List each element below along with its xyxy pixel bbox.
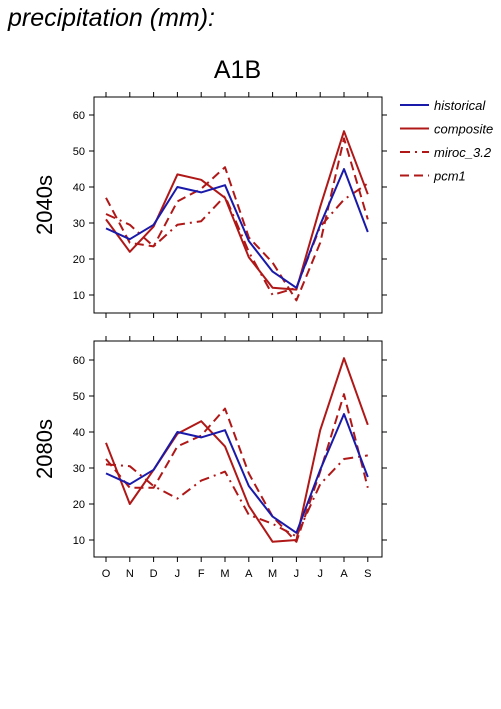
series-line-miroc-3-2: [105, 454, 368, 538]
series-line-pcm1: [105, 137, 369, 302]
y-tick-label: 40: [73, 427, 85, 439]
y-tick-label: 50: [73, 391, 85, 403]
x-tick-label: A: [340, 568, 348, 580]
panel-label: 2080s: [32, 419, 57, 479]
page-heading: precipitation (mm):: [8, 4, 215, 32]
legend-label: miroc_3.2: [434, 145, 492, 160]
series-line-historical: [105, 168, 369, 289]
y-tick-label: 40: [73, 182, 85, 194]
y-tick-label: 50: [73, 146, 85, 158]
x-tick-label: F: [198, 568, 205, 580]
x-tick-label: J: [294, 568, 300, 580]
panel-frame: [93, 340, 383, 558]
y-tick-label: 60: [73, 355, 85, 367]
legend-label: composite: [434, 122, 493, 137]
legend-label: historical: [434, 98, 486, 113]
panel-frame: [93, 96, 383, 314]
x-tick-label: J: [317, 568, 323, 580]
series-line-miroc-3-2: [105, 182, 369, 296]
legend-label: pcm1: [433, 169, 466, 184]
series-line-composite: [105, 357, 369, 543]
y-tick-label: 30: [73, 218, 85, 230]
y-tick-label: 20: [73, 254, 85, 266]
y-tick-label: 20: [73, 499, 85, 511]
panel-label: 2040s: [32, 175, 57, 235]
y-tick-label: 30: [73, 463, 85, 475]
y-tick-label: 60: [73, 110, 85, 122]
x-tick-label: M: [220, 568, 229, 580]
x-tick-label: S: [364, 568, 371, 580]
x-tick-label: O: [102, 568, 111, 580]
x-tick-label: A: [245, 568, 253, 580]
x-tick-label: N: [126, 568, 134, 580]
series-line-pcm1: [105, 393, 369, 543]
series-line-composite: [105, 130, 369, 291]
x-tick-label: J: [175, 568, 181, 580]
x-tick-label: D: [150, 568, 158, 580]
y-tick-label: 10: [73, 290, 85, 302]
y-tick-label: 10: [73, 535, 85, 547]
scenario-title: A1B: [213, 56, 262, 84]
series-line-historical: [105, 413, 369, 534]
x-tick-label: M: [268, 568, 277, 580]
